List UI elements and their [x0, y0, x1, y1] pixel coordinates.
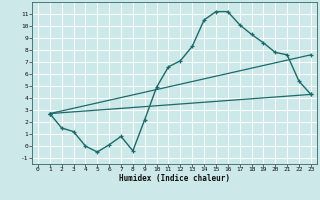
X-axis label: Humidex (Indice chaleur): Humidex (Indice chaleur)	[119, 174, 230, 183]
